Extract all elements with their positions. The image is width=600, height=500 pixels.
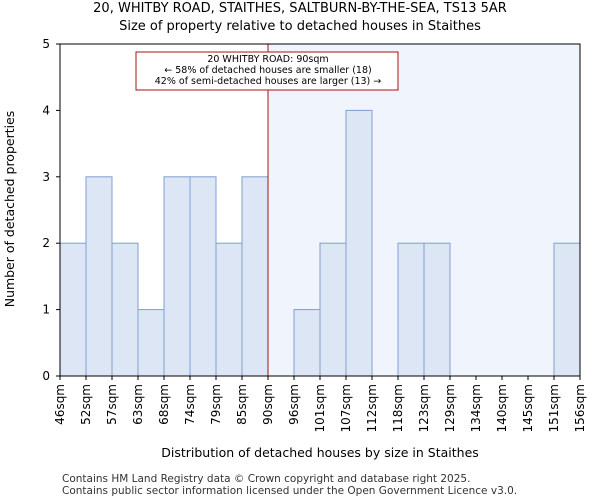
- x-tick-label: 107sqm: [339, 384, 353, 432]
- bar-107sqm: [345, 109, 373, 377]
- bar-151sqm: [553, 242, 581, 377]
- annotation-line-3: 42% of semi-detached houses are larger (…: [155, 76, 382, 87]
- bar-68sqm: [163, 176, 191, 377]
- x-tick-label: 134sqm: [469, 384, 483, 432]
- y-tick-label: 4: [42, 103, 50, 117]
- x-tick-label: 68sqm: [157, 384, 171, 425]
- x-tick-label: 74sqm: [183, 384, 197, 425]
- bar-74sqm: [189, 176, 217, 377]
- x-tick-label: 79sqm: [209, 384, 223, 425]
- bar-63sqm: [137, 309, 165, 377]
- y-tick-label: 5: [42, 37, 50, 51]
- annotation-box: 20 WHITBY ROAD: 90sqm ← 58% of detached …: [135, 51, 399, 91]
- x-axis-label: Distribution of detached houses by size …: [161, 445, 479, 460]
- x-tick-label: 112sqm: [365, 384, 379, 432]
- chart-title: 20, WHITBY ROAD, STAITHES, SALTBURN-BY-T…: [93, 1, 507, 16]
- x-tick-label: 101sqm: [313, 384, 327, 432]
- annotation-line-1: 20 WHITBY ROAD: 90sqm: [207, 54, 328, 65]
- x-tick-label: 85sqm: [235, 384, 249, 425]
- x-tick-label: 118sqm: [391, 384, 405, 432]
- x-tick-label: 46sqm: [53, 384, 67, 425]
- x-tick-label: 52sqm: [79, 384, 93, 425]
- y-tick-label: 1: [42, 303, 50, 317]
- x-tick-label: 145sqm: [521, 384, 535, 432]
- x-axis: 46sqm 52sqm 57sqm 63sqm 68sqm 74sqm 79sqm 85sqm…: [53, 376, 587, 432]
- bar-96sqm: [293, 309, 321, 377]
- y-axis: 0 1 2 3 4 5: [42, 37, 60, 383]
- y-tick-label: 2: [42, 236, 50, 250]
- chart-subtitle: Size of property relative to detached ho…: [119, 19, 481, 34]
- y-tick-label: 0: [42, 369, 50, 383]
- x-tick-label: 156sqm: [573, 384, 587, 432]
- y-axis-label: Number of detached properties: [2, 111, 17, 308]
- annotation-line-2: ← 58% of detached houses are smaller (18…: [164, 65, 371, 76]
- bar-79sqm: [215, 242, 243, 377]
- bar-123sqm: [423, 242, 451, 377]
- x-tick-label: 140sqm: [495, 384, 509, 432]
- bar-85sqm: [241, 176, 269, 377]
- bar-52sqm: [85, 176, 113, 377]
- x-tick-label: 151sqm: [547, 384, 561, 432]
- x-tick-label: 63sqm: [131, 384, 145, 425]
- x-tick-label: 129sqm: [443, 384, 457, 432]
- x-tick-label: 96sqm: [287, 384, 301, 425]
- x-tick-label: 90sqm: [261, 384, 275, 425]
- bar-57sqm: [111, 242, 139, 377]
- y-tick-label: 3: [42, 170, 50, 184]
- x-tick-label: 123sqm: [417, 384, 431, 432]
- x-tick-label: 57sqm: [105, 384, 119, 425]
- bars-group: [59, 109, 581, 377]
- footer-line-2: Contains public sector information licen…: [62, 485, 518, 497]
- bar-46sqm: [59, 242, 87, 377]
- bar-101sqm: [319, 242, 347, 377]
- footer-line-1: Contains HM Land Registry data © Crown c…: [62, 473, 471, 485]
- bar-118sqm: [397, 242, 425, 377]
- bar-chart: 0 1 2 3 4 5 46sqm 52sqm 57sqm 63sqm 68sqm 74sqm 79s…: [2, 37, 587, 460]
